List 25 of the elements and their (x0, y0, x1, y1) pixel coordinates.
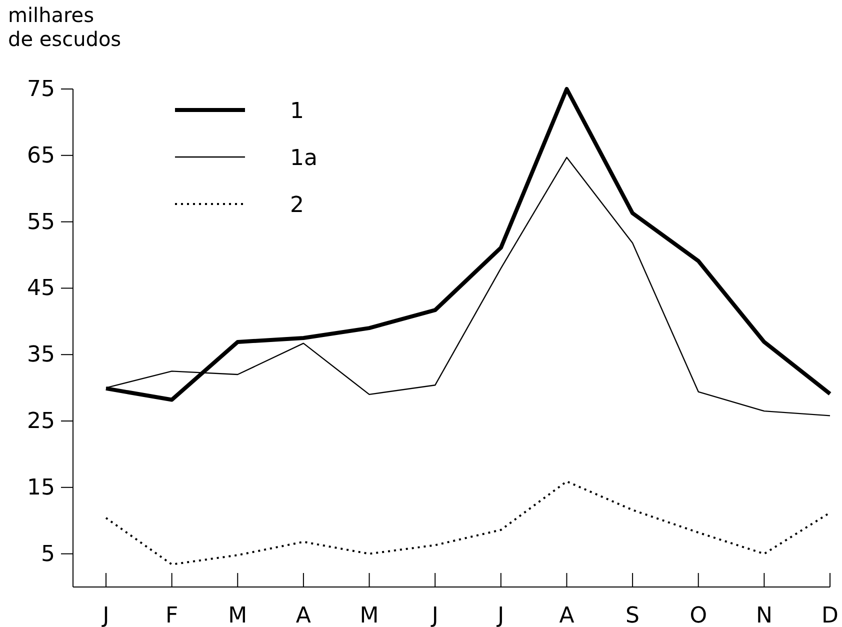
legend-label: 2 (290, 193, 304, 218)
legend-label: 1 (290, 99, 304, 124)
x-tick-label: J (496, 604, 504, 627)
legend-label: 1a (290, 146, 318, 171)
x-tick-label: F (165, 604, 178, 627)
x-tick-label: O (690, 604, 708, 627)
y-tick-label: 15 (27, 475, 55, 500)
y-axis-title: milhares de escudos (8, 3, 122, 51)
x-tick-label: A (296, 604, 311, 627)
y-tick-label: 75 (27, 77, 55, 102)
x-tick-label: M (228, 604, 248, 627)
x-tick-label: S (626, 604, 640, 627)
x-tick-label: J (100, 604, 110, 627)
x-tick-label: M (360, 604, 379, 627)
y-tick-label: 65 (27, 143, 55, 168)
x-tick-label: A (559, 604, 574, 627)
y-tick-label: 55 (27, 210, 55, 235)
line-series (105, 480, 831, 566)
x-tick-label: D (822, 604, 838, 627)
x-tick-label: N (756, 604, 772, 627)
y-tick-label: 5 (41, 542, 55, 567)
y-tick-label: 35 (27, 342, 55, 368)
y-tick-label: 25 (27, 409, 55, 434)
x-tick-label: J (430, 604, 438, 627)
y-tick-label: 45 (27, 276, 55, 302)
